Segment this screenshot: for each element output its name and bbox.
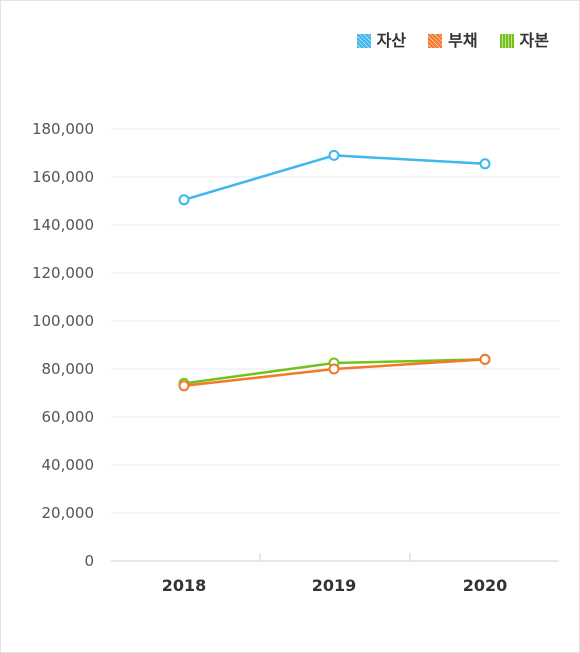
y-tick-label: 160,000	[32, 168, 94, 186]
y-tick-label: 20,000	[42, 504, 95, 522]
y-tick-label: 80,000	[42, 360, 95, 378]
legend-label-equity: 자본	[519, 31, 549, 50]
y-tick-label: 180,000	[32, 120, 94, 138]
data-point	[479, 353, 491, 365]
series-line-0	[183, 154, 486, 201]
legend-item-assets: 자산	[356, 31, 407, 50]
y-tick-label: 40,000	[42, 456, 95, 474]
legend-item-equity: 자본	[499, 31, 549, 50]
legend-label-assets: 자산	[376, 31, 407, 50]
legend-swatch-equity	[499, 34, 514, 48]
y-tick-label: 60,000	[42, 408, 95, 426]
data-point	[178, 194, 190, 206]
chart-legend: 자산 부채 자본	[356, 31, 549, 50]
data-point	[178, 380, 190, 392]
legend-swatch-assets	[356, 34, 371, 48]
legend-swatch-liabilities	[428, 34, 443, 48]
legend-label-liabilities: 부채	[448, 31, 478, 50]
y-tick-label: 0	[84, 552, 94, 570]
data-point	[479, 158, 491, 170]
data-point	[328, 363, 340, 375]
legend-item-liabilities: 부채	[428, 31, 478, 50]
x-tick-label: 2019	[312, 576, 357, 595]
y-tick-label: 100,000	[32, 312, 94, 330]
data-point	[328, 149, 340, 161]
x-tick-label: 2020	[463, 576, 508, 595]
y-tick-label: 120,000	[32, 264, 94, 282]
y-tick-label: 140,000	[32, 216, 94, 234]
x-tick-label: 2018	[162, 576, 207, 595]
